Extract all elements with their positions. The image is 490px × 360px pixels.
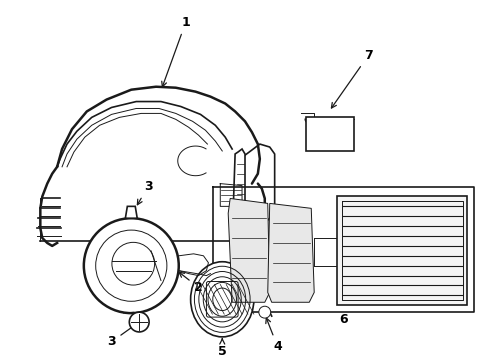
Text: 7: 7 xyxy=(331,49,373,108)
Polygon shape xyxy=(125,206,137,218)
Polygon shape xyxy=(228,198,270,302)
Text: 5: 5 xyxy=(218,339,227,358)
Ellipse shape xyxy=(191,262,254,337)
Text: 1: 1 xyxy=(162,16,190,87)
Circle shape xyxy=(129,312,149,332)
Polygon shape xyxy=(232,149,245,241)
Text: 6: 6 xyxy=(340,312,348,325)
Text: 4: 4 xyxy=(266,318,282,353)
Text: 3: 3 xyxy=(107,324,136,348)
Text: 2: 2 xyxy=(179,272,203,294)
Circle shape xyxy=(84,218,179,313)
Polygon shape xyxy=(337,197,467,305)
Polygon shape xyxy=(268,203,314,302)
Polygon shape xyxy=(306,117,354,151)
Text: 3: 3 xyxy=(137,180,152,205)
Circle shape xyxy=(259,306,270,318)
